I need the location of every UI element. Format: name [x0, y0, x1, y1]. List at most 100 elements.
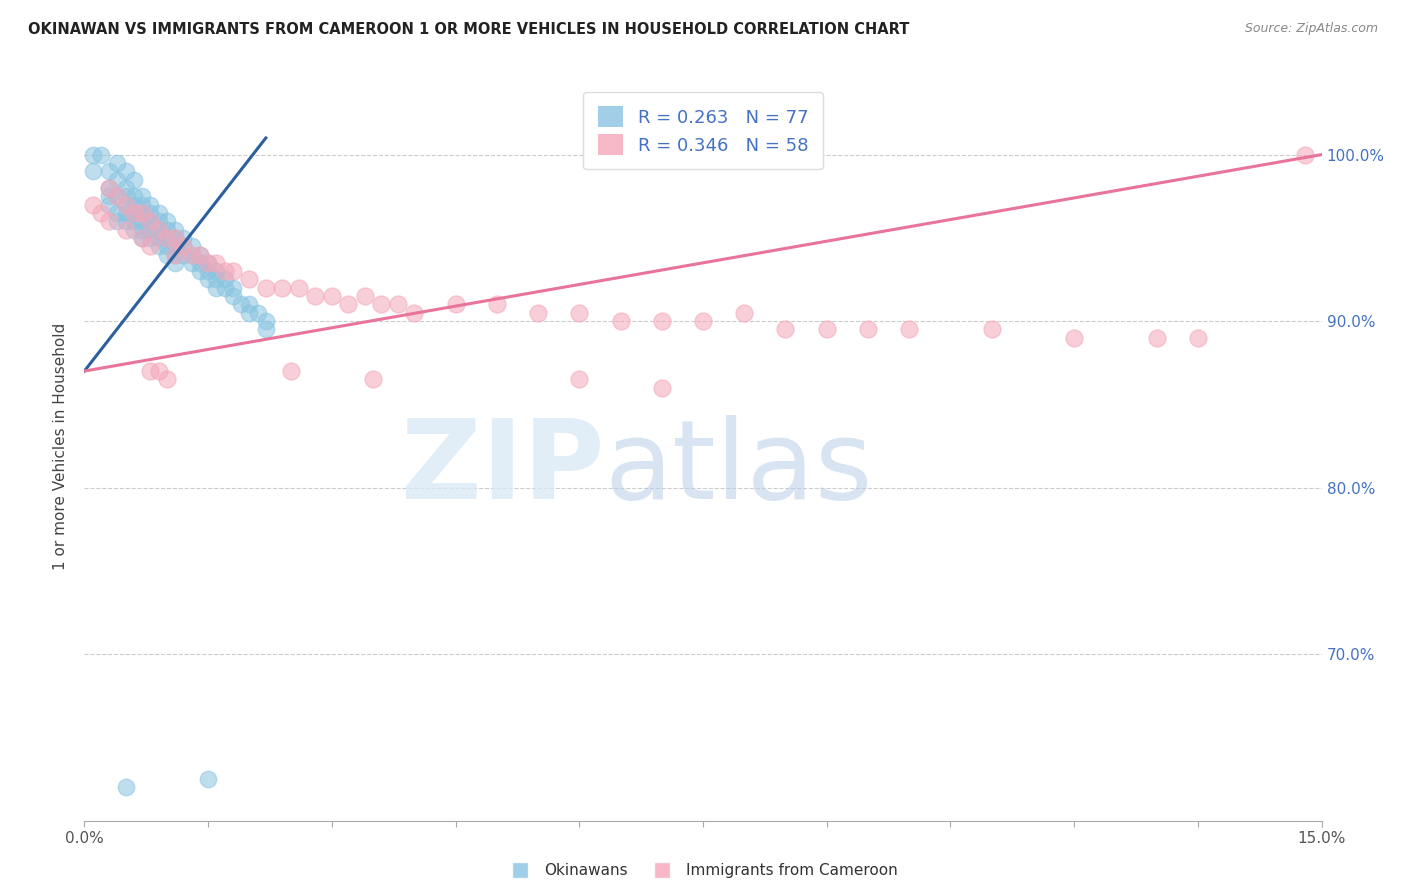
Point	[139, 214, 162, 228]
Point	[165, 222, 187, 236]
Point	[197, 272, 219, 286]
Point	[222, 281, 245, 295]
Point	[898, 322, 921, 336]
Point	[180, 247, 202, 261]
Point	[105, 189, 128, 203]
Point	[180, 239, 202, 253]
Point	[172, 239, 194, 253]
Point	[188, 264, 211, 278]
Point	[165, 231, 187, 245]
Point	[139, 231, 162, 245]
Point	[188, 247, 211, 261]
Point	[337, 297, 360, 311]
Point	[1294, 147, 1316, 161]
Point	[148, 364, 170, 378]
Point	[105, 189, 128, 203]
Point	[98, 189, 121, 203]
Point	[568, 306, 591, 320]
Point	[148, 231, 170, 245]
Point	[114, 214, 136, 228]
Y-axis label: 1 or more Vehicles in Household: 1 or more Vehicles in Household	[53, 322, 69, 570]
Point	[98, 181, 121, 195]
Point	[1146, 331, 1168, 345]
Point	[98, 181, 121, 195]
Point	[222, 289, 245, 303]
Point	[370, 297, 392, 311]
Point	[238, 272, 260, 286]
Point	[205, 281, 228, 295]
Point	[122, 172, 145, 186]
Point	[246, 306, 269, 320]
Point	[131, 206, 153, 220]
Point	[156, 214, 179, 228]
Text: Source: ZipAtlas.com: Source: ZipAtlas.com	[1244, 22, 1378, 36]
Point	[156, 231, 179, 245]
Point	[148, 222, 170, 236]
Point	[98, 197, 121, 211]
Point	[114, 164, 136, 178]
Point	[1187, 331, 1209, 345]
Point	[114, 197, 136, 211]
Point	[139, 214, 162, 228]
Point	[98, 164, 121, 178]
Point	[82, 164, 104, 178]
Point	[105, 156, 128, 170]
Point	[692, 314, 714, 328]
Point	[139, 239, 162, 253]
Point	[980, 322, 1002, 336]
Point	[238, 297, 260, 311]
Legend: Okinawans, Immigrants from Cameroon: Okinawans, Immigrants from Cameroon	[502, 857, 904, 884]
Point	[114, 181, 136, 195]
Point	[527, 306, 550, 320]
Point	[172, 239, 194, 253]
Point	[114, 206, 136, 220]
Point	[197, 256, 219, 270]
Point	[114, 197, 136, 211]
Point	[280, 364, 302, 378]
Point	[139, 364, 162, 378]
Point	[254, 281, 277, 295]
Text: atlas: atlas	[605, 415, 873, 522]
Point	[271, 281, 294, 295]
Point	[105, 206, 128, 220]
Point	[238, 306, 260, 320]
Point	[82, 147, 104, 161]
Point	[205, 264, 228, 278]
Point	[122, 206, 145, 220]
Legend: R = 0.263   N = 77, R = 0.346   N = 58: R = 0.263 N = 77, R = 0.346 N = 58	[583, 92, 823, 169]
Point	[197, 772, 219, 786]
Point	[172, 231, 194, 245]
Point	[82, 197, 104, 211]
Point	[139, 222, 162, 236]
Point	[148, 222, 170, 236]
Point	[353, 289, 375, 303]
Point	[651, 381, 673, 395]
Point	[404, 306, 426, 320]
Point	[156, 222, 179, 236]
Point	[122, 206, 145, 220]
Point	[165, 231, 187, 245]
Point	[131, 222, 153, 236]
Point	[568, 372, 591, 386]
Point	[139, 197, 162, 211]
Point	[1063, 331, 1085, 345]
Text: ZIP: ZIP	[401, 415, 605, 522]
Point	[131, 197, 153, 211]
Point	[105, 214, 128, 228]
Point	[205, 256, 228, 270]
Point	[165, 247, 187, 261]
Text: OKINAWAN VS IMMIGRANTS FROM CAMEROON 1 OR MORE VEHICLES IN HOUSEHOLD CORRELATION: OKINAWAN VS IMMIGRANTS FROM CAMEROON 1 O…	[28, 22, 910, 37]
Point	[172, 247, 194, 261]
Point	[254, 314, 277, 328]
Point	[131, 231, 153, 245]
Point	[609, 314, 631, 328]
Point	[90, 147, 112, 161]
Point	[856, 322, 879, 336]
Point	[775, 322, 797, 336]
Point	[304, 289, 326, 303]
Point	[254, 322, 277, 336]
Point	[180, 256, 202, 270]
Point	[156, 247, 179, 261]
Point	[180, 247, 202, 261]
Point	[122, 197, 145, 211]
